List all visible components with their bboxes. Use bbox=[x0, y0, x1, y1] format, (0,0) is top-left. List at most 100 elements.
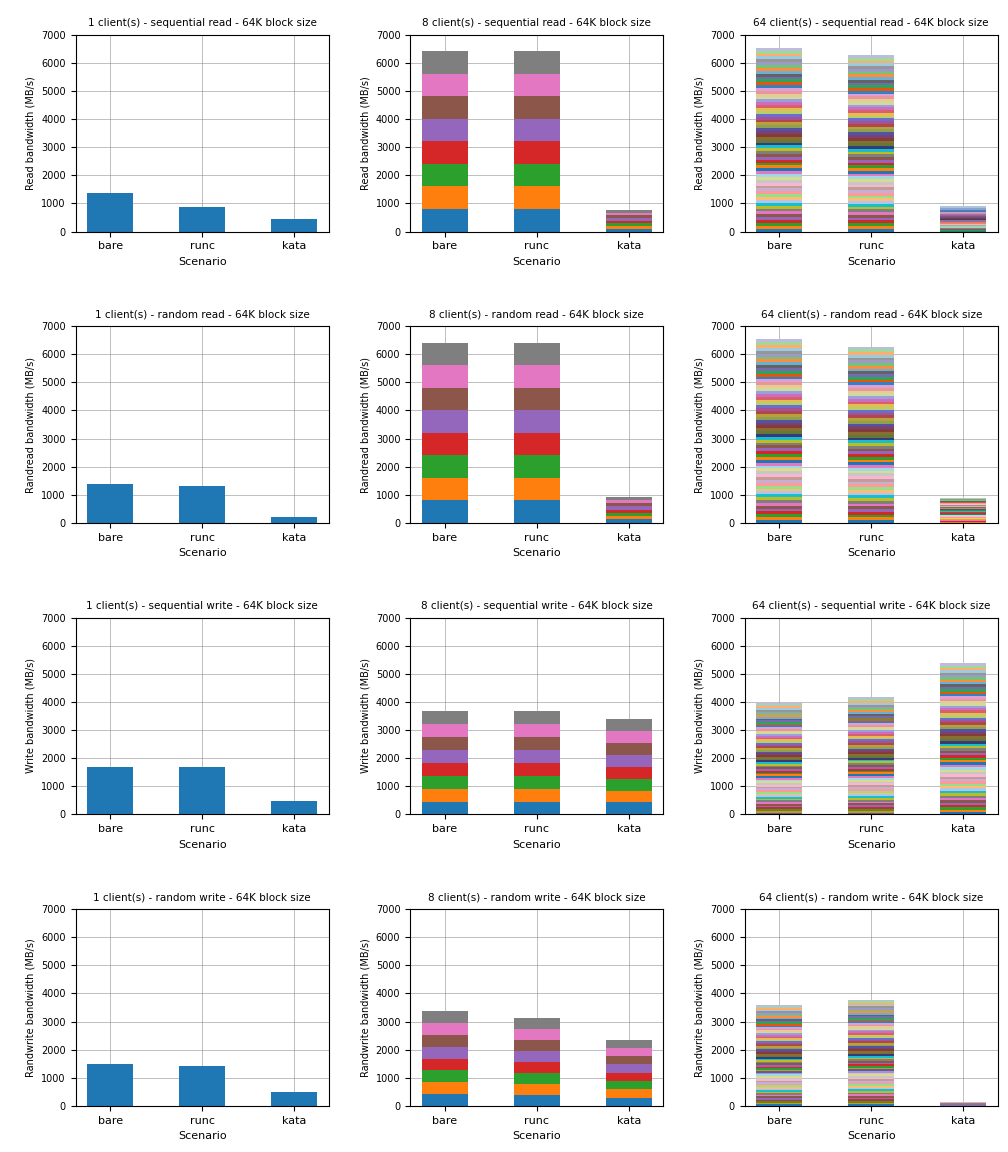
Bar bbox=[848, 737, 894, 740]
Bar bbox=[848, 432, 894, 434]
Bar bbox=[756, 494, 802, 498]
Bar bbox=[756, 340, 802, 342]
Bar bbox=[421, 1034, 468, 1047]
Bar bbox=[606, 803, 652, 814]
Bar bbox=[756, 1067, 802, 1068]
Bar bbox=[514, 142, 559, 164]
Bar bbox=[848, 1064, 894, 1066]
Bar bbox=[848, 75, 894, 77]
Bar bbox=[421, 1082, 468, 1094]
Bar bbox=[940, 783, 987, 786]
Title: 64 client(s) - sequential read - 64K block size: 64 client(s) - sequential read - 64K blo… bbox=[753, 18, 989, 29]
Bar bbox=[848, 1043, 894, 1045]
X-axis label: Scenario: Scenario bbox=[847, 257, 895, 267]
Bar bbox=[848, 1098, 894, 1099]
Title: 1 client(s) - sequential read - 64K block size: 1 client(s) - sequential read - 64K bloc… bbox=[88, 18, 317, 29]
Bar bbox=[848, 1039, 894, 1041]
Bar bbox=[848, 210, 894, 212]
Bar bbox=[848, 799, 894, 802]
X-axis label: Scenario: Scenario bbox=[847, 840, 895, 850]
Bar bbox=[848, 740, 894, 741]
Bar bbox=[756, 778, 802, 780]
Bar bbox=[848, 503, 894, 507]
Bar bbox=[848, 521, 894, 523]
Bar bbox=[514, 1051, 559, 1062]
Bar bbox=[756, 1054, 802, 1055]
Bar bbox=[848, 192, 894, 196]
Bar bbox=[421, 388, 468, 410]
Bar bbox=[848, 750, 894, 752]
Bar bbox=[848, 1036, 894, 1038]
Bar bbox=[848, 97, 894, 99]
Bar bbox=[606, 210, 652, 212]
Bar bbox=[848, 85, 894, 89]
Bar bbox=[421, 711, 468, 723]
Bar bbox=[848, 790, 894, 793]
Bar bbox=[848, 1026, 894, 1028]
Bar bbox=[848, 764, 894, 765]
Bar bbox=[848, 482, 894, 484]
Bar bbox=[756, 488, 802, 492]
Bar bbox=[756, 1077, 802, 1079]
Bar bbox=[756, 1016, 802, 1017]
Bar bbox=[848, 1028, 894, 1030]
Bar bbox=[848, 479, 894, 482]
Bar bbox=[756, 114, 802, 116]
Bar bbox=[756, 733, 802, 734]
X-axis label: Scenario: Scenario bbox=[178, 840, 227, 850]
Bar bbox=[514, 723, 559, 737]
Bar bbox=[756, 108, 802, 111]
Bar bbox=[848, 1001, 894, 1003]
Bar bbox=[756, 498, 802, 500]
Bar bbox=[756, 1023, 802, 1024]
Bar bbox=[848, 1087, 894, 1090]
Bar bbox=[848, 1023, 894, 1024]
Bar bbox=[756, 99, 802, 103]
Bar bbox=[848, 745, 894, 746]
Bar bbox=[940, 725, 987, 727]
Bar bbox=[848, 1078, 894, 1079]
Bar bbox=[848, 61, 894, 63]
Bar bbox=[606, 226, 652, 229]
Bar bbox=[756, 85, 802, 88]
Bar bbox=[848, 468, 894, 470]
Bar bbox=[756, 483, 802, 486]
Bar bbox=[940, 772, 987, 774]
Bar bbox=[848, 135, 894, 138]
Bar bbox=[756, 726, 802, 727]
Bar bbox=[848, 697, 894, 699]
Bar bbox=[848, 89, 894, 91]
Bar bbox=[756, 1045, 802, 1046]
Bar bbox=[756, 116, 802, 120]
Bar bbox=[756, 1101, 802, 1102]
Bar bbox=[848, 1090, 894, 1091]
Bar bbox=[756, 741, 802, 743]
Bar bbox=[756, 396, 802, 400]
X-axis label: Scenario: Scenario bbox=[512, 840, 561, 850]
Bar bbox=[940, 796, 987, 798]
Bar bbox=[756, 465, 802, 469]
Bar bbox=[848, 380, 894, 382]
Bar bbox=[756, 65, 802, 68]
Bar bbox=[940, 722, 987, 725]
Bar bbox=[756, 214, 802, 218]
Bar bbox=[606, 520, 652, 523]
Bar bbox=[756, 727, 802, 729]
Bar bbox=[848, 115, 894, 119]
Bar bbox=[848, 182, 894, 184]
Bar bbox=[756, 1105, 802, 1106]
Bar bbox=[848, 758, 894, 759]
Bar bbox=[848, 462, 894, 465]
Bar bbox=[606, 221, 652, 223]
Bar bbox=[756, 154, 802, 157]
Y-axis label: Randread bandwidth (MB/s): Randread bandwidth (MB/s) bbox=[25, 356, 35, 493]
Bar bbox=[756, 105, 802, 108]
Bar bbox=[848, 1005, 894, 1007]
Bar bbox=[848, 1024, 894, 1026]
Bar bbox=[756, 1034, 802, 1037]
Y-axis label: Randwrite bandwidth (MB/s): Randwrite bandwidth (MB/s) bbox=[695, 938, 705, 1077]
Bar bbox=[940, 715, 987, 718]
Bar bbox=[606, 500, 652, 503]
Bar bbox=[756, 720, 802, 722]
Bar bbox=[848, 501, 894, 503]
